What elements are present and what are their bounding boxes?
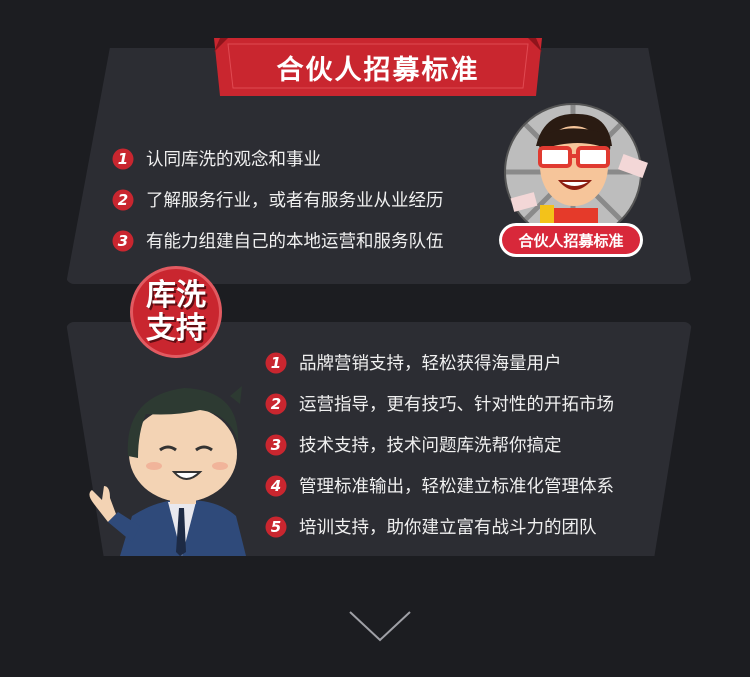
list-item: 5 培训支持，助你建立富有战斗力的团队 <box>265 506 614 547</box>
number-badge-icon: 5 <box>265 516 287 537</box>
requirement-text: 了解服务行业，或者有服务业从业经历 <box>146 191 444 211</box>
number-badge-icon: 1 <box>112 148 134 169</box>
requirement-text: 认同库洗的观念和事业 <box>146 150 321 170</box>
svg-text:4: 4 <box>270 477 281 495</box>
title-banner <box>214 38 542 96</box>
number-badge-icon: 2 <box>265 393 287 414</box>
number-badge-icon: 3 <box>265 434 287 455</box>
support-text: 培训支持，助你建立富有战斗力的团队 <box>299 518 597 538</box>
list-item: 2 运营指导，更有技巧、针对性的开拓市场 <box>265 383 614 424</box>
support-text: 管理标准输出，轻松建立标准化管理体系 <box>299 477 614 497</box>
list-item: 3 技术支持，技术问题库洗帮你搞定 <box>265 424 614 465</box>
support-list: 1 品牌营销支持，轻松获得海量用户 2 运营指导，更有技巧、针对性的开拓市场 3… <box>265 342 614 547</box>
number-badge-icon: 3 <box>112 230 134 251</box>
svg-text:1: 1 <box>271 354 281 372</box>
svg-text:3: 3 <box>118 232 128 250</box>
banner-title: 合伙人招募标准 <box>276 54 480 86</box>
badge-line-1: 库洗 <box>146 278 206 313</box>
svg-text:2: 2 <box>118 191 128 209</box>
list-item: 2 了解服务行业，或者有服务业从业经历 <box>112 179 444 220</box>
svg-text:5: 5 <box>271 518 281 536</box>
cartoon-avatar-illustration <box>504 103 648 241</box>
number-badge-icon: 1 <box>265 352 287 373</box>
requirements-list: 1 认同库洗的观念和事业 2 了解服务行业，或者有服务业从业经历 3 有能力组建… <box>112 138 444 261</box>
support-text: 品牌营销支持，轻松获得海量用户 <box>299 354 562 374</box>
number-badge-icon: 2 <box>112 189 134 210</box>
list-item: 3 有能力组建自己的本地运营和服务队伍 <box>112 220 444 261</box>
number-badge-icon: 4 <box>265 475 287 496</box>
chevron-down-icon[interactable] <box>348 610 412 644</box>
support-text: 运营指导，更有技巧、针对性的开拓市场 <box>299 395 614 415</box>
list-item: 1 品牌营销支持，轻松获得海量用户 <box>265 342 614 383</box>
avatar-label: 合伙人招募标准 <box>502 226 640 254</box>
support-badge: 库洗 支持 <box>130 266 222 358</box>
svg-text:3: 3 <box>271 436 281 454</box>
cartoon-man-illustration <box>89 386 246 556</box>
list-item: 4 管理标准输出，轻松建立标准化管理体系 <box>265 465 614 506</box>
svg-text:1: 1 <box>118 150 128 168</box>
list-item: 1 认同库洗的观念和事业 <box>112 138 444 179</box>
requirement-text: 有能力组建自己的本地运营和服务队伍 <box>146 232 444 252</box>
badge-line-2: 支持 <box>146 311 206 346</box>
support-text: 技术支持，技术问题库洗帮你搞定 <box>299 436 562 456</box>
svg-text:2: 2 <box>271 395 281 413</box>
